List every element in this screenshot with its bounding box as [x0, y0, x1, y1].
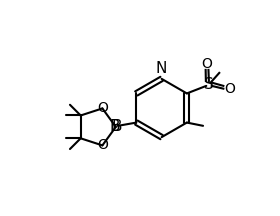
- Text: B: B: [112, 119, 122, 134]
- Text: O: O: [97, 138, 108, 152]
- Text: O: O: [201, 57, 212, 71]
- Text: B: B: [109, 119, 120, 134]
- Text: O: O: [224, 82, 235, 96]
- Text: O: O: [97, 101, 108, 115]
- Text: N: N: [156, 61, 167, 76]
- Text: S: S: [204, 77, 213, 92]
